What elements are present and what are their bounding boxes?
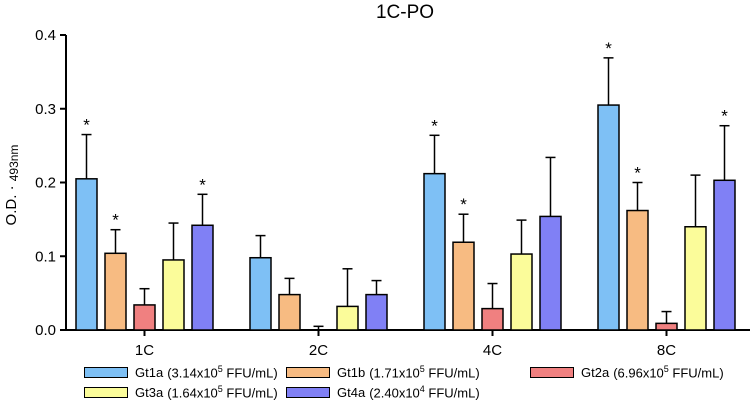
legend-swatch — [84, 366, 128, 378]
legend-concentration: (2.40x104 FFU/mL) — [369, 384, 480, 401]
bar-gt4a-2c — [365, 293, 388, 331]
significance-marker: * — [431, 116, 438, 135]
y-tick-label: 0.1 — [35, 248, 56, 265]
legend-concentration: (6.96x105 FFU/mL) — [613, 364, 724, 381]
bar-chart: 1C-PO O.D. · 493nm 0.0 0.1 0.2 0.3 0.4 1C * * * 2… — [3, 2, 750, 358]
legend-item-gt2a: Gt2a (6.96x105 FFU/mL) — [530, 364, 724, 380]
y-tick-label: 0.0 — [35, 322, 56, 339]
bar-gt1b-8c — [626, 209, 649, 331]
bar-gt1b-4c — [452, 241, 475, 331]
y-tick-label: 0.3 — [35, 101, 56, 118]
bar-gt3a-2c — [336, 305, 359, 331]
bar-gt1b-2c — [278, 293, 301, 331]
bar-gt2a-1c — [133, 304, 156, 331]
significance-marker: * — [83, 116, 90, 135]
bar-gt4a-8c — [713, 179, 736, 331]
plot-area: 0.0 0.1 0.2 0.3 0.4 1C * * * 2C 4C * * 8C * * * — [35, 27, 750, 358]
legend-item-gt4a: Gt4a (2.40x104 FFU/mL) — [286, 384, 480, 400]
legend-swatch — [530, 366, 574, 378]
legend-label: Gt4a — [337, 384, 366, 400]
legend-item-gt1b: Gt1b (1.71x105 FFU/mL) — [286, 364, 480, 380]
legend: Gt1a (3.14x105 FFU/mL) Gt1b (1.71x105 FFU/m… — [0, 360, 754, 404]
y-axis-label-main: O.D. — [3, 195, 20, 226]
x-tick-label: 2C — [309, 342, 328, 358]
legend-item-gt3a: Gt3a (1.64x105 FFU/mL) — [84, 384, 278, 400]
legend-concentration: (1.64x105 FFU/mL) — [167, 384, 278, 401]
legend-concentration: (1.71x105 FFU/mL) — [369, 364, 480, 381]
significance-marker: * — [112, 211, 119, 230]
legend-label: Gt3a — [135, 384, 164, 400]
legend-swatch — [84, 386, 128, 398]
y-axis-label-sub: 493nm — [7, 145, 21, 182]
legend-concentration: (3.14x105 FFU/mL) — [167, 364, 278, 381]
significance-marker: * — [605, 39, 612, 58]
y-tick-label: 0.2 — [35, 175, 56, 192]
bar-gt2a-4c — [481, 307, 504, 331]
significance-marker: * — [634, 164, 641, 183]
significance-marker: * — [199, 175, 206, 194]
significance-marker: * — [721, 107, 728, 126]
bar-gt3a-8c — [684, 226, 707, 331]
bar-gt1a-8c — [597, 104, 620, 331]
bar-gt1a-4c — [423, 172, 446, 331]
svg-text:O.D. · 493nm: O.D. · 493nm — [3, 145, 21, 226]
x-tick-label: 4C — [483, 342, 502, 358]
legend-label: Gt2a — [581, 364, 610, 380]
legend-swatch — [286, 386, 330, 398]
bar-gt3a-1c — [162, 259, 185, 331]
legend-label: Gt1b — [337, 364, 366, 380]
bar-gt4a-1c — [191, 224, 214, 331]
chart-title: 1C-PO — [376, 2, 434, 23]
bar-gt2a-8c — [655, 322, 678, 331]
bar-gt1a-2c — [249, 256, 272, 331]
legend-swatch — [286, 366, 330, 378]
bar-gt4a-4c — [539, 215, 562, 331]
bar-gt1b-1c — [104, 252, 127, 331]
legend-item-gt1a: Gt1a (3.14x105 FFU/mL) — [84, 364, 278, 380]
x-tick-label: 1C — [135, 342, 154, 358]
bar-gt1a-1c — [75, 178, 98, 331]
x-tick-label: 8C — [657, 342, 676, 358]
legend-label: Gt1a — [135, 364, 164, 380]
significance-marker: * — [460, 195, 467, 214]
y-axis-label: O.D. · 493nm — [3, 145, 21, 226]
bar-gt3a-4c — [510, 253, 533, 331]
y-tick-label: 0.4 — [35, 27, 56, 44]
